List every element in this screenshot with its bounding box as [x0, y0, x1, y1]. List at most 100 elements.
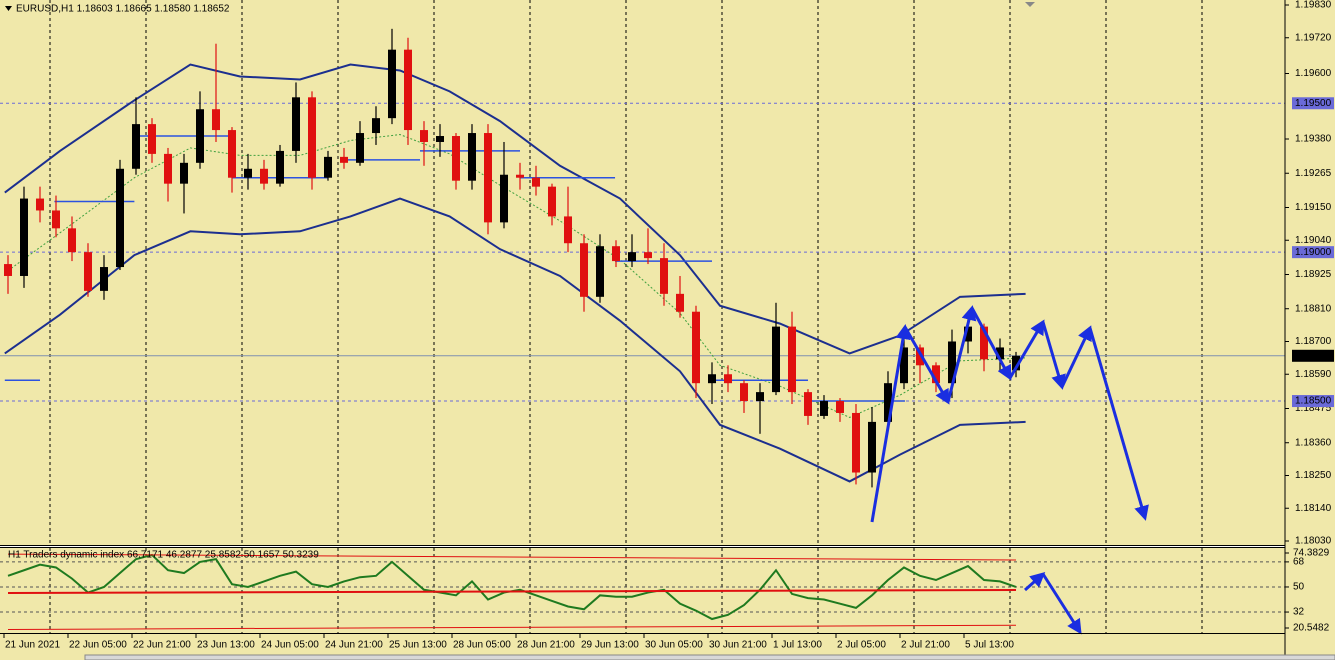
chart-title: EURUSD,H1 1.18603 1.18665 1.18580 1.1865… — [16, 4, 230, 15]
candle-body — [740, 383, 748, 402]
candle-body — [292, 97, 300, 151]
candle-body — [212, 109, 220, 131]
y-tick-label: 1.19720 — [1295, 32, 1332, 43]
y-tick-label: 1.18030 — [1295, 536, 1332, 547]
y-tick-label: 1.19600 — [1295, 68, 1332, 79]
candle-body — [244, 168, 252, 178]
arrow — [903, 326, 950, 405]
y-tick-label: 1.19265 — [1295, 168, 1332, 179]
bollinger-lower — [4, 197, 1026, 483]
x-tick-label: 28 Jun 05:00 — [453, 640, 511, 651]
candle-body — [948, 341, 956, 384]
candle-body — [180, 162, 188, 184]
x-tick-label: 5 Jul 13:00 — [965, 640, 1014, 651]
candle-body — [868, 421, 876, 473]
candle-body — [260, 168, 268, 184]
x-tick-label: 2 Jul 21:00 — [901, 640, 950, 651]
candle-body — [932, 365, 940, 384]
candle-body — [308, 97, 316, 178]
candle-body — [596, 246, 604, 297]
candle-body — [436, 136, 444, 142]
candle-body — [756, 392, 764, 402]
x-tick-label: 24 Jun 05:00 — [261, 640, 319, 651]
level-label: 1.19000 — [1295, 247, 1332, 258]
candle-body — [1012, 355, 1020, 371]
candle-body — [564, 216, 572, 244]
candle-body — [676, 293, 684, 312]
candle-body — [372, 118, 380, 134]
arrow — [946, 305, 977, 403]
candle-body — [964, 326, 972, 342]
candle-body — [644, 252, 652, 259]
current-price-label: 1.18652 — [1295, 350, 1332, 361]
x-tick-label: 22 Jun 21:00 — [133, 640, 191, 651]
arrow — [1060, 325, 1092, 388]
candle-body — [340, 156, 348, 163]
scrollbar — [84, 654, 1335, 660]
candle-body — [820, 401, 828, 416]
candle-body — [276, 150, 284, 184]
candle-body — [196, 109, 204, 163]
candle-body — [692, 311, 700, 384]
arrow — [870, 324, 911, 523]
price-axis-panel — [1285, 0, 1335, 660]
candle-body — [772, 326, 780, 393]
candle-body — [388, 49, 396, 119]
y-tick-label: 1.19040 — [1295, 235, 1332, 246]
arrow — [1041, 321, 1066, 390]
indicator-line — [7, 589, 1017, 594]
candle-body — [52, 210, 60, 229]
candle-body — [996, 347, 1004, 360]
arrow — [1024, 572, 1046, 592]
arrow — [970, 307, 1012, 381]
candle-body — [164, 153, 172, 184]
current-price-box — [1292, 349, 1334, 362]
x-tick-label: 22 Jun 05:00 — [69, 640, 127, 651]
candle-body — [324, 156, 332, 178]
candle-body — [420, 130, 428, 142]
y-tick-label: 1.18475 — [1295, 403, 1332, 414]
x-tick-label: 23 Jun 13:00 — [197, 640, 255, 651]
level-label-box — [1292, 395, 1334, 408]
candle-body — [580, 243, 588, 297]
indicator-title: H1 Traders dynamic index 66.7171 46.2877… — [8, 550, 319, 561]
y-tick-label: 1.19150 — [1295, 202, 1332, 213]
level-label-box — [1292, 97, 1334, 110]
candle-body — [228, 130, 236, 178]
candle-body — [100, 267, 108, 291]
indicator-y-tick-label: 68 — [1293, 557, 1305, 568]
candle-body — [500, 174, 508, 223]
indicator-line — [7, 624, 1017, 630]
y-tick-label: 1.18140 — [1295, 503, 1332, 514]
x-tick-label: 24 Jun 21:00 — [325, 640, 383, 651]
candle-body — [484, 133, 492, 223]
candle-body — [20, 198, 28, 276]
y-tick-label: 1.18810 — [1295, 303, 1332, 314]
arrow — [1008, 319, 1045, 379]
candle-body — [900, 347, 908, 384]
level-label: 1.18500 — [1295, 396, 1332, 407]
candle-body — [356, 133, 364, 163]
candle-body — [36, 198, 44, 211]
bollinger-upper — [4, 63, 1026, 355]
x-tick-label: 29 Jun 13:00 — [581, 640, 639, 651]
x-tick-label: 1 Jul 13:00 — [773, 640, 822, 651]
title-marker — [5, 6, 12, 11]
y-tick-label: 1.18250 — [1295, 470, 1332, 481]
x-tick-label: 21 Jun 2021 — [5, 640, 60, 651]
candle-body — [404, 49, 412, 131]
y-tick-label: 1.19380 — [1295, 134, 1332, 145]
y-tick-label: 1.18360 — [1295, 437, 1332, 448]
candle-body — [724, 374, 732, 384]
candle-body — [788, 326, 796, 393]
x-tick-label: 2 Jul 05:00 — [837, 640, 886, 651]
candle-body — [708, 374, 716, 384]
candle-body — [532, 177, 540, 187]
candle-body — [4, 264, 12, 276]
candle-body — [548, 186, 556, 217]
y-tick-label: 1.18700 — [1295, 336, 1332, 347]
candle-body — [68, 228, 76, 253]
grid-layer — [0, 0, 1289, 633]
candle-body — [612, 246, 620, 262]
